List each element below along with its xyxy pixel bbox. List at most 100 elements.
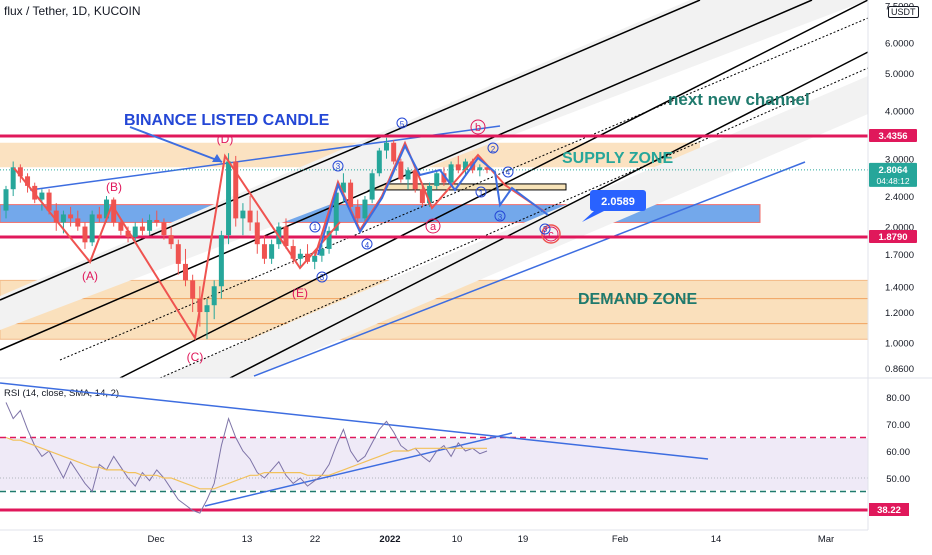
wave-label: 3	[336, 162, 341, 171]
candle	[283, 218, 289, 249]
rsi-line	[5, 402, 488, 514]
channel-line-4[interactable]	[229, 51, 869, 379]
candle-body	[190, 280, 196, 299]
candle-body	[53, 210, 59, 223]
wave-abcde-line[interactable]	[13, 153, 341, 341]
wave-label-circle-icon	[475, 186, 487, 198]
price-tick-label: 0.8600	[885, 364, 914, 375]
wave-label-circle-icon	[539, 223, 551, 235]
candle-body	[261, 244, 267, 259]
candle	[355, 199, 361, 223]
candle-body	[75, 218, 81, 227]
candle-body	[211, 286, 217, 306]
price-tag-0[interactable]	[869, 129, 917, 142]
candle-body	[60, 214, 66, 223]
candle-body	[39, 192, 45, 200]
candle	[448, 161, 454, 186]
price-tag-label: 2.8064	[878, 165, 908, 176]
candle-body	[283, 226, 289, 247]
rsi-tick-label: 70.00	[886, 420, 910, 431]
candle	[254, 210, 260, 254]
wave-label: a	[430, 221, 437, 233]
wave-label: c	[548, 229, 554, 241]
wave-label: 4	[506, 168, 511, 177]
price-tick-label: 1.0000	[885, 339, 914, 350]
candle-body	[96, 214, 102, 219]
trend-line-lower[interactable]	[253, 161, 806, 377]
candle-body	[175, 244, 181, 264]
time-tick-label: 10	[452, 534, 463, 545]
channel-dotted-2[interactable]	[159, 67, 869, 379]
target-circle-icon	[541, 224, 561, 244]
candle-body	[226, 161, 232, 236]
time-tick-label: 22	[310, 534, 321, 545]
candle	[25, 173, 31, 193]
price-tag-1[interactable]	[869, 162, 917, 187]
wave-label: 3	[320, 273, 325, 282]
price-tick-label: 1.2000	[885, 308, 914, 319]
candle-body	[427, 185, 433, 204]
candle	[68, 206, 74, 227]
candle-body	[326, 230, 332, 249]
wave-label-circle-icon	[309, 221, 321, 233]
channel-line-3[interactable]	[119, 0, 869, 379]
candle	[455, 155, 461, 174]
channel-line-1[interactable]	[0, 0, 701, 301]
candle-body	[118, 222, 124, 231]
candle-body	[484, 167, 490, 170]
candle	[376, 147, 382, 177]
rsi-title[interactable]: RSI (14, close, SMA, 14, 2)	[4, 388, 119, 399]
price-callout[interactable]	[590, 190, 646, 211]
price-tick-label: 2.4000	[885, 192, 914, 203]
wave-label: (C)	[187, 350, 204, 364]
time-tick-label: 2022	[379, 534, 400, 545]
candle	[154, 210, 160, 227]
channel-band-lower	[160, 76, 868, 378]
candle-body	[68, 214, 74, 219]
price-tick-label: 6.0000	[885, 39, 914, 50]
candle-body	[10, 167, 16, 190]
candle	[75, 210, 81, 231]
candle-body	[269, 244, 275, 259]
rsi-level-tag-label: 38.22	[877, 505, 901, 516]
candle	[89, 210, 95, 247]
candle-body	[340, 182, 346, 193]
time-tick-label: 14	[711, 534, 722, 545]
candle-body	[333, 192, 339, 231]
candle-body	[398, 161, 404, 180]
wave-label: 3	[543, 225, 548, 234]
candle-body	[297, 253, 303, 259]
candle	[111, 197, 117, 227]
candle-body	[154, 219, 160, 223]
candle	[240, 203, 246, 236]
candle	[233, 155, 239, 227]
wave-label: (E)	[292, 286, 308, 300]
wave-12345-line[interactable]	[317, 143, 549, 256]
candle-body	[82, 226, 88, 243]
price-tag-2[interactable]	[869, 230, 917, 243]
rsi-trend-down[interactable]	[0, 382, 709, 460]
candle-body	[405, 170, 411, 180]
candle-body	[25, 176, 31, 186]
time-tick-label: Mar	[818, 534, 834, 545]
parallel-channels	[0, 0, 869, 379]
candle-body	[3, 189, 9, 211]
candle	[82, 222, 88, 249]
price-tag-label: 1.8790	[878, 232, 907, 243]
candle-body	[46, 192, 52, 211]
rsi-level-tag[interactable]	[869, 503, 909, 516]
chart-title: flux / Tether, 1D, KUCOIN	[4, 4, 141, 18]
candle-body	[139, 226, 145, 231]
candle-body	[132, 226, 138, 237]
channel-band-upper	[0, 0, 868, 330]
time-tick-label: 13	[242, 534, 253, 545]
candle	[39, 189, 45, 211]
candle	[269, 239, 275, 264]
candle-body	[182, 263, 188, 281]
wave-label-circle-icon	[332, 160, 344, 172]
candle-body	[434, 173, 440, 186]
candle-body	[290, 246, 296, 259]
quote-badge[interactable]: USDT	[888, 6, 919, 18]
